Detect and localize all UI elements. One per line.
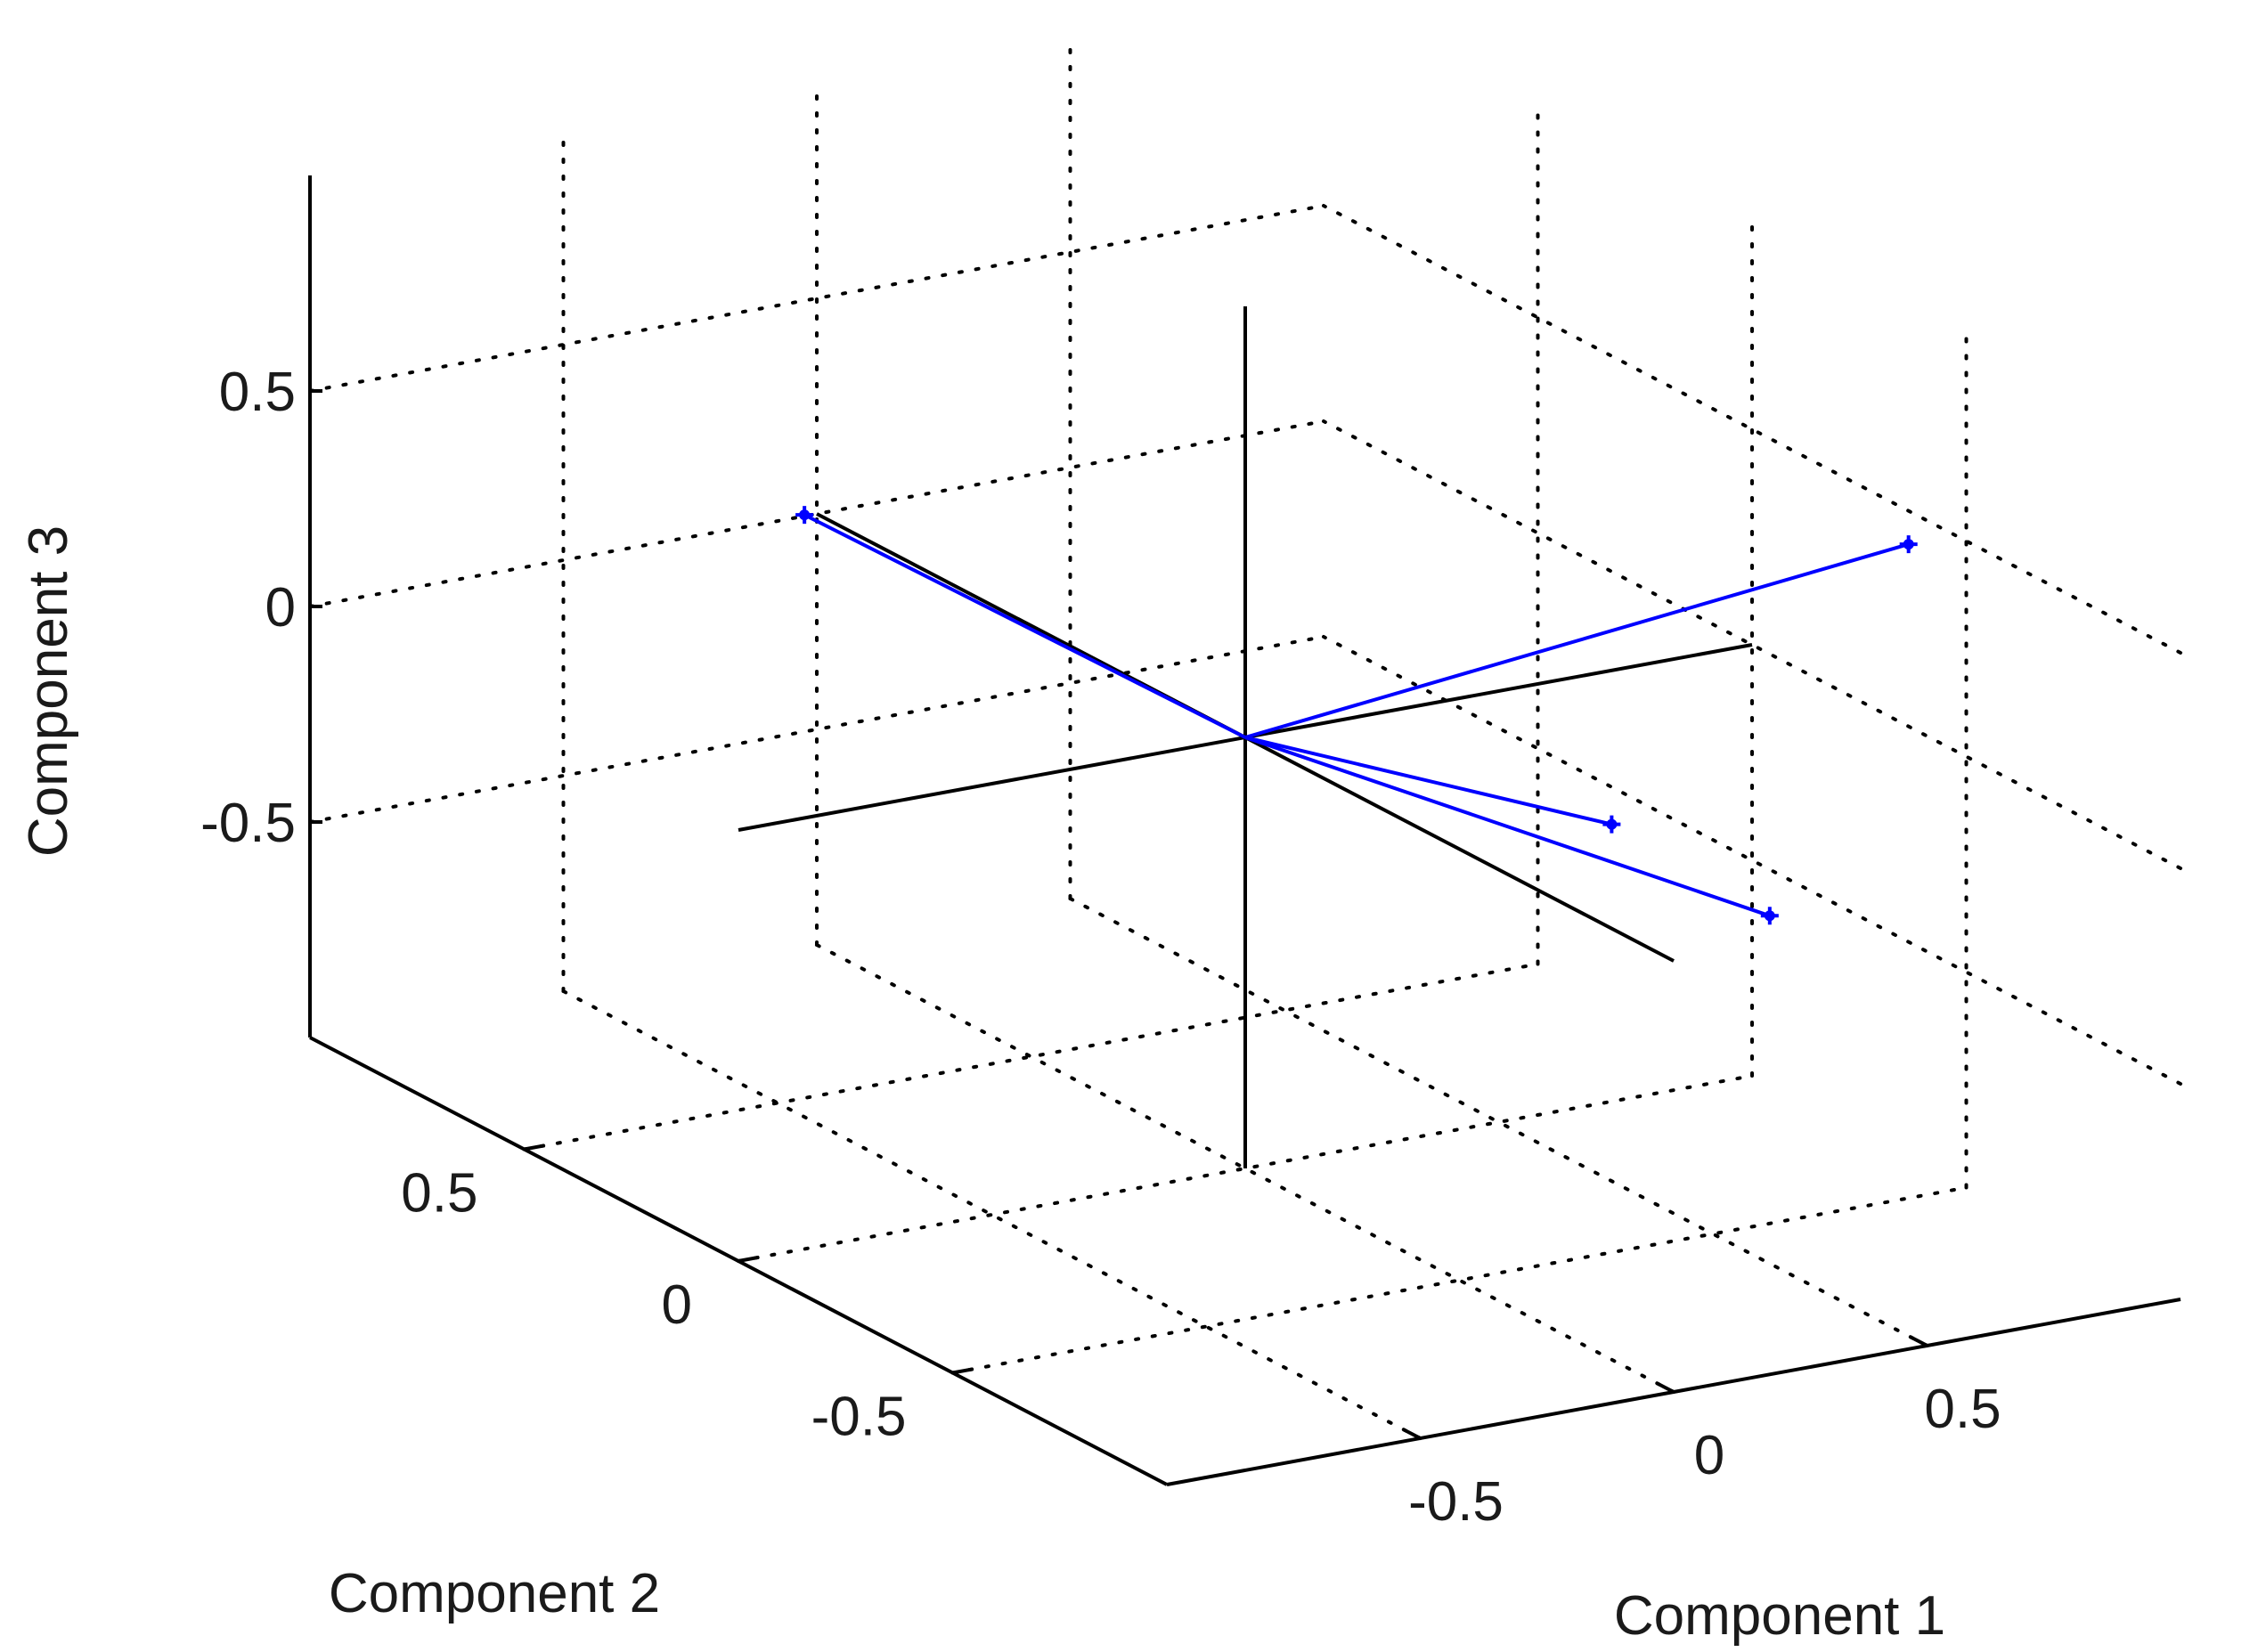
x-tick-label: 0.5 — [1924, 1379, 2001, 1440]
vector-marker-3 — [1760, 907, 1779, 925]
vector-line-1 — [1244, 542, 1910, 739]
x-tick-mark — [1909, 1335, 1928, 1347]
grid-line-wall-y-z — [308, 419, 1325, 608]
vector-line-4 — [1244, 736, 1612, 826]
y-tick-mark — [524, 1143, 545, 1152]
y-tick-label: -0.5 — [811, 1387, 907, 1448]
grid-line-floor-y — [522, 962, 1540, 1152]
vectors-layer — [795, 506, 1918, 925]
vector-marker-2 — [795, 506, 814, 525]
x-tick-mark — [1402, 1428, 1422, 1440]
x-tick-label: -0.5 — [1408, 1471, 1504, 1533]
vector-line-2 — [803, 513, 1246, 739]
vector-line-3 — [1244, 736, 1771, 918]
grid-line-wall-y-z — [308, 204, 1325, 393]
vector-marker-4 — [1602, 815, 1621, 834]
x-tick-label: 0 — [1694, 1425, 1724, 1486]
z-tick-label: -0.5 — [200, 793, 296, 854]
z-tick-label: 0 — [265, 577, 296, 639]
grid-line-floor-y — [737, 1074, 1754, 1263]
x-axis-label: Component 1 — [1614, 1585, 1945, 1647]
tick-labels-layer: -0.5 0 0.5 -0.5 0 0.5 -0.5 0 0.5 — [200, 362, 2001, 1533]
x-tick-mark — [1655, 1381, 1675, 1394]
grid-line-floor-y — [950, 1185, 1969, 1375]
y-axis-label: Component 2 — [329, 1563, 660, 1624]
vector-marker-1 — [1899, 535, 1918, 554]
grid-line-wall-y-z — [308, 635, 1325, 824]
y-tick-label: 0 — [662, 1274, 692, 1336]
y-tick-mark — [738, 1255, 760, 1263]
y-tick-label: 0.5 — [401, 1163, 477, 1225]
z-tick-label: 0.5 — [219, 362, 296, 423]
y-tick-mark — [952, 1367, 974, 1375]
z-axis-label: Component 3 — [18, 525, 79, 857]
grid-layer — [308, 35, 2182, 1440]
